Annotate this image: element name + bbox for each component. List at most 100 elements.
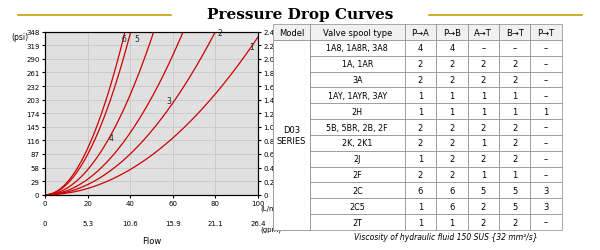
Text: 5: 5	[481, 186, 486, 195]
Bar	[310, 151, 404, 167]
Bar	[404, 120, 436, 136]
Text: 1: 1	[449, 218, 454, 226]
Text: 2: 2	[512, 76, 517, 85]
Bar	[530, 56, 562, 72]
Bar	[436, 183, 467, 198]
Bar	[310, 104, 404, 120]
Text: 2C: 2C	[352, 186, 362, 195]
Bar	[467, 136, 499, 151]
Bar	[310, 214, 404, 230]
Text: (psi): (psi)	[11, 32, 28, 42]
Text: –: –	[481, 44, 485, 53]
Text: 4: 4	[418, 44, 423, 53]
Text: 6: 6	[449, 202, 454, 211]
Bar	[499, 214, 530, 230]
Bar	[404, 136, 436, 151]
Text: 1: 1	[512, 92, 517, 100]
Bar	[530, 25, 562, 41]
Text: Pressure Drop Curves: Pressure Drop Curves	[207, 8, 393, 22]
Text: Valve spool type: Valve spool type	[323, 28, 392, 37]
Text: 1A, 1AR: 1A, 1AR	[341, 60, 373, 69]
Bar	[404, 72, 436, 88]
Bar	[436, 56, 467, 72]
Text: 2C5: 2C5	[349, 202, 365, 211]
Bar	[310, 136, 404, 151]
Text: 1: 1	[512, 170, 517, 179]
Bar	[499, 25, 530, 41]
Text: 2: 2	[481, 123, 486, 132]
Text: 10.6: 10.6	[122, 220, 138, 226]
Text: 2: 2	[418, 123, 423, 132]
Text: Model: Model	[279, 28, 304, 37]
Bar	[273, 151, 310, 167]
Bar	[467, 56, 499, 72]
Text: A→T: A→T	[475, 28, 492, 37]
Text: 1: 1	[449, 92, 454, 100]
Text: 5.3: 5.3	[82, 220, 93, 226]
Bar	[273, 88, 310, 104]
Bar	[436, 88, 467, 104]
Text: 1: 1	[481, 107, 486, 116]
Text: –: –	[544, 76, 548, 85]
Text: 2K, 2K1: 2K, 2K1	[342, 139, 373, 148]
Text: 6: 6	[121, 35, 126, 44]
Text: 5: 5	[512, 186, 517, 195]
Bar	[499, 88, 530, 104]
Text: 3: 3	[544, 202, 549, 211]
Text: 2: 2	[512, 154, 517, 164]
Bar	[273, 104, 310, 120]
Bar	[530, 198, 562, 214]
Text: 2: 2	[512, 218, 517, 226]
Text: 1: 1	[544, 107, 549, 116]
Bar	[436, 167, 467, 183]
Text: 2: 2	[449, 123, 454, 132]
Text: 2: 2	[481, 218, 486, 226]
Bar	[310, 41, 404, 56]
Text: 1: 1	[418, 154, 423, 164]
Text: 2: 2	[481, 202, 486, 211]
Bar	[436, 120, 467, 136]
Text: 3: 3	[544, 186, 549, 195]
Text: 1: 1	[481, 170, 486, 179]
Text: 1: 1	[418, 107, 423, 116]
Bar	[273, 120, 310, 136]
Bar	[436, 214, 467, 230]
Text: –: –	[544, 154, 548, 164]
Text: 21.1: 21.1	[208, 220, 223, 226]
Bar	[273, 41, 310, 56]
Bar	[310, 183, 404, 198]
Text: D03
SERIES: D03 SERIES	[277, 126, 306, 145]
Bar	[499, 56, 530, 72]
Bar	[530, 183, 562, 198]
Bar	[467, 25, 499, 41]
Text: –: –	[544, 123, 548, 132]
Text: 2: 2	[418, 60, 423, 69]
Bar	[404, 41, 436, 56]
Bar	[310, 198, 404, 214]
Bar	[436, 72, 467, 88]
Text: 4: 4	[109, 134, 113, 142]
Bar	[436, 25, 467, 41]
Text: 1A8, 1A8R, 3A8: 1A8, 1A8R, 3A8	[326, 44, 388, 53]
Bar	[310, 72, 404, 88]
Bar	[404, 183, 436, 198]
Bar	[404, 167, 436, 183]
Text: 2: 2	[512, 60, 517, 69]
Text: 5: 5	[512, 202, 517, 211]
Bar	[310, 88, 404, 104]
Bar	[310, 120, 404, 136]
Bar	[499, 183, 530, 198]
Bar	[530, 120, 562, 136]
Bar	[467, 104, 499, 120]
Text: 2: 2	[512, 139, 517, 148]
Bar	[530, 88, 562, 104]
Text: 2F: 2F	[352, 170, 362, 179]
Text: 3: 3	[166, 97, 171, 106]
Text: 2: 2	[449, 170, 454, 179]
Text: 6: 6	[418, 186, 423, 195]
Text: 2J: 2J	[353, 154, 361, 164]
Text: –: –	[544, 44, 548, 53]
Bar	[273, 214, 310, 230]
Text: Viscosity of hydraulic fluid 150 SUS {32 mm²/s}: Viscosity of hydraulic fluid 150 SUS {32…	[353, 232, 538, 241]
Bar	[499, 151, 530, 167]
